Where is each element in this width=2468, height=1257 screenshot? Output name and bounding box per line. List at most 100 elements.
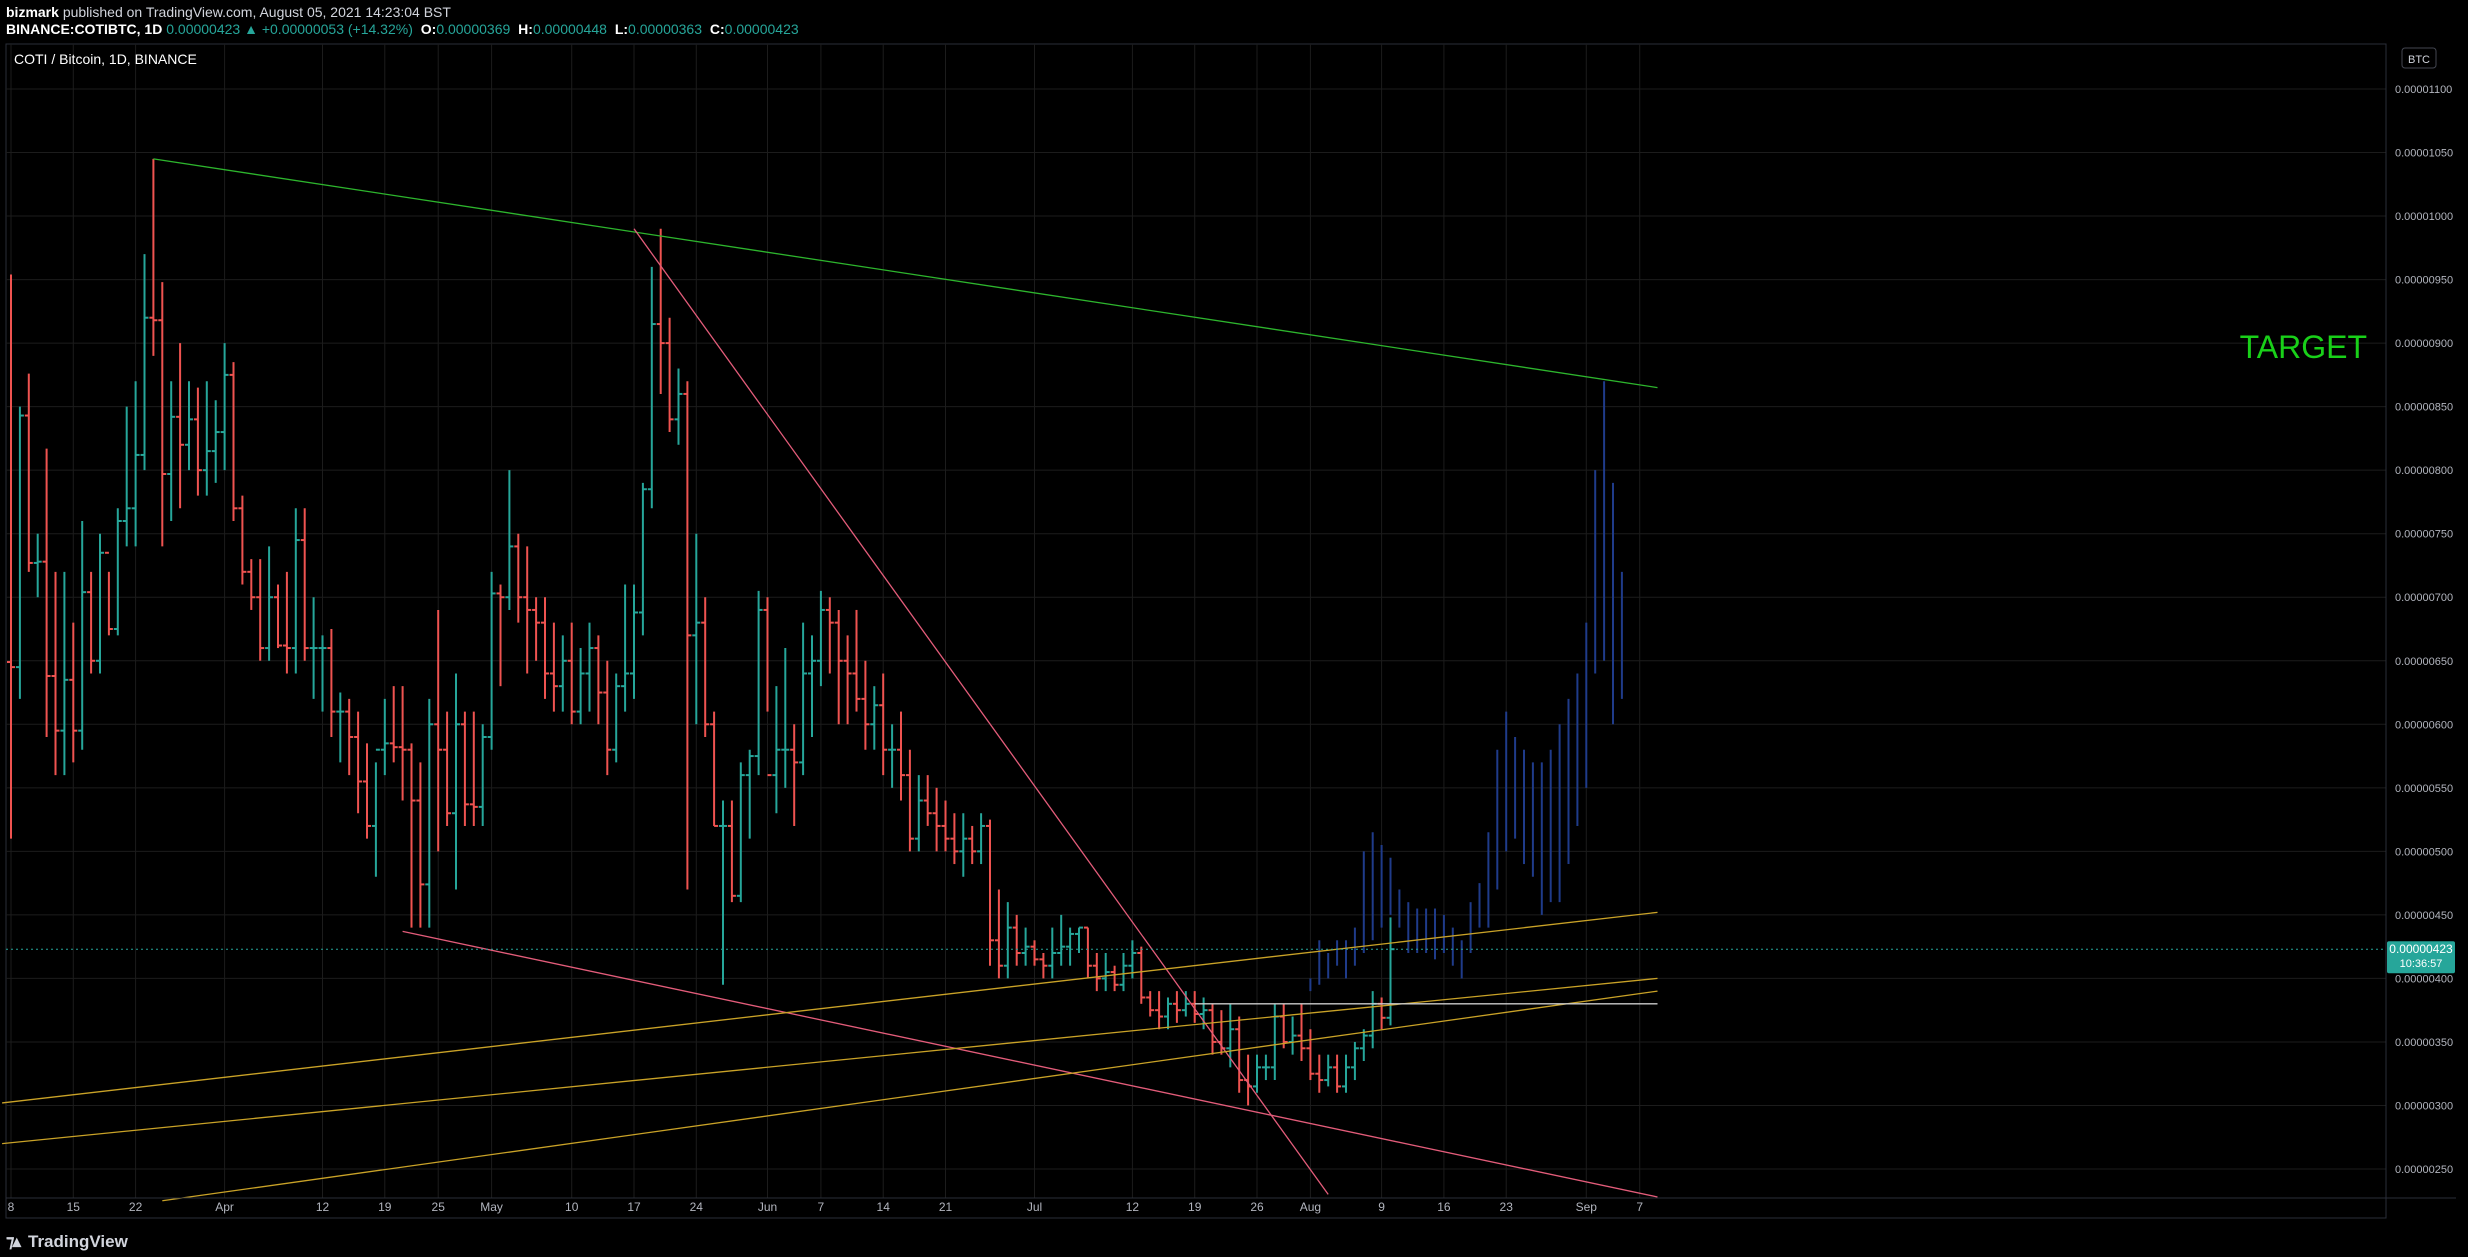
high-label: H: <box>518 21 533 37</box>
price-chart[interactable]: 0.00001100 0.00001050 0.00001000 0.00000950… <box>0 0 2468 1222</box>
trendlines[interactable] <box>2 158 1658 1202</box>
ohlc-bar <box>336 692 345 763</box>
ohlc-bar <box>763 597 772 777</box>
ohlc-bar <box>1377 997 1386 1030</box>
ohlc-bar <box>816 590 825 687</box>
open-label: O: <box>420 21 437 37</box>
trendline-pink-top[interactable] <box>633 228 1329 1195</box>
ohlc-bar <box>478 724 487 826</box>
ohlc-bar <box>1297 1003 1306 1061</box>
price-axis[interactable]: 0.00001100 0.00001050 0.00001000 0.00000950… <box>2385 44 2453 1198</box>
trendline-green[interactable] <box>153 158 1658 389</box>
price-change: ▲ +0.00000053 (+14.32%) <box>244 21 413 37</box>
time-axis[interactable]: 8 15 22 Apr 12 19 25 May 10 17 24 Jun 7 14 21 Jul 12 19 26… <box>6 1197 2456 1214</box>
ohlc-bar <box>612 673 621 763</box>
ohlc-bar <box>1172 991 1181 1023</box>
ohlc-bar <box>1261 1054 1270 1081</box>
price-tag-countdown: 10:36:57 <box>2400 958 2443 970</box>
x-tick-label: 14 <box>877 1200 891 1214</box>
currency-badge-box[interactable] <box>2401 47 2437 69</box>
x-tick-label: 19 <box>1188 1200 1202 1214</box>
x-tick-label: 22 <box>129 1200 143 1214</box>
y-tick-label: 0.00000800 <box>2395 465 2453 477</box>
trendline-yellow-3[interactable] <box>162 990 1658 1202</box>
x-tick-label: Aug <box>1300 1200 1321 1214</box>
ohlc-bar <box>1075 926 1083 953</box>
ohlc-bar <box>879 673 888 776</box>
ohlc-bar <box>389 686 398 763</box>
ohlc-bar <box>674 368 683 445</box>
x-tick-label: 21 <box>939 1200 953 1214</box>
ohlc-bar <box>7 274 15 839</box>
ohlc-bar <box>1217 1010 1226 1055</box>
projection-bars <box>1309 381 1623 992</box>
ohlc-bar <box>870 686 879 750</box>
x-tick-label: 19 <box>378 1200 392 1214</box>
ohlc-bar <box>15 406 24 699</box>
y-tick-label: 0.00000300 <box>2395 1100 2453 1112</box>
x-tick-label: Jun <box>758 1200 777 1214</box>
ohlc-bar <box>434 609 443 852</box>
y-tick-label: 0.00000250 <box>2395 1164 2453 1176</box>
ohlc-bar <box>380 698 389 776</box>
ohlc-bar <box>1092 953 1101 992</box>
publisher-name[interactable]: bizmark <box>6 4 59 20</box>
y-tick-label: 0.00001100 <box>2395 84 2452 96</box>
low-value: 0.00000363 <box>628 21 702 37</box>
ohlc-bar <box>309 597 318 699</box>
trendline-yellow-1[interactable] <box>2 911 1658 1104</box>
x-tick-label: 17 <box>627 1200 641 1214</box>
x-tick-label: 25 <box>432 1200 446 1214</box>
ohlc-bar <box>443 711 452 826</box>
y-tick-label: 0.00000650 <box>2395 656 2453 668</box>
ohlc-bar <box>371 748 380 877</box>
ohlc-bar <box>719 800 727 985</box>
x-tick-label: 16 <box>1437 1200 1451 1214</box>
ohlc-bar <box>1315 1054 1324 1093</box>
ohlc-bar <box>282 571 291 674</box>
ohlc-bar <box>407 743 416 928</box>
ohlc-bar <box>523 546 532 674</box>
y-tick-label: 0.00000550 <box>2395 783 2453 795</box>
ohlc-bar <box>78 521 87 750</box>
y-tick-label: 0.00000950 <box>2395 275 2453 287</box>
ohlc-bar <box>692 533 701 725</box>
x-tick-label: 15 <box>67 1200 81 1214</box>
ohlc-bar <box>69 622 78 763</box>
ohlc-bar <box>113 508 122 636</box>
high-value: 0.00000448 <box>532 21 607 37</box>
ohlc-bar <box>1057 914 1066 966</box>
ohlc-bar <box>291 508 300 674</box>
trendline-yellow-2[interactable] <box>2 977 1658 1145</box>
ohlc-bar <box>193 387 202 496</box>
ohlc-bar <box>416 762 425 928</box>
ohlc-bar <box>1359 1029 1368 1061</box>
tradingview-logo-text: TradingView <box>28 1232 128 1251</box>
ohlc-bar <box>505 470 514 610</box>
symbol-name[interactable]: BINANCE:COTIBTC, 1D <box>6 21 163 37</box>
ohlc-bar <box>1386 917 1395 1026</box>
ohlc-bar <box>745 749 754 839</box>
x-tick-label: Jul <box>1027 1200 1042 1214</box>
ohlc-bar <box>300 508 309 661</box>
trendline-pink-bottom[interactable] <box>402 930 1658 1198</box>
ohlc-bar <box>104 551 113 636</box>
ohlc-bar <box>638 482 647 636</box>
ohlc-bar <box>994 889 1003 979</box>
x-tick-label: 24 <box>690 1200 704 1214</box>
chart-title: COTI / Bitcoin, 1D, BINANCE <box>14 51 197 67</box>
low-label: L: <box>614 21 629 37</box>
ohlc-bar <box>585 622 594 712</box>
ohlc-bar <box>1137 946 1146 1004</box>
y-tick-label: 0.00001050 <box>2395 148 2453 160</box>
ohlc-bar <box>647 266 656 509</box>
publish-info: bizmark published on TradingView.com, Au… <box>6 3 451 21</box>
tradingview-logo[interactable]: ⁊▴ TradingView <box>6 1232 128 1252</box>
ohlc-bar <box>487 571 496 750</box>
ohlc-bar <box>1324 1054 1333 1087</box>
ohlc-bar <box>42 448 51 737</box>
y-tick-label: 0.00000500 <box>2395 846 2453 858</box>
target-annotation[interactable]: TARGET <box>2240 329 2367 365</box>
ohlc-bar <box>1146 991 1155 1017</box>
ohlc-bar <box>354 711 363 814</box>
